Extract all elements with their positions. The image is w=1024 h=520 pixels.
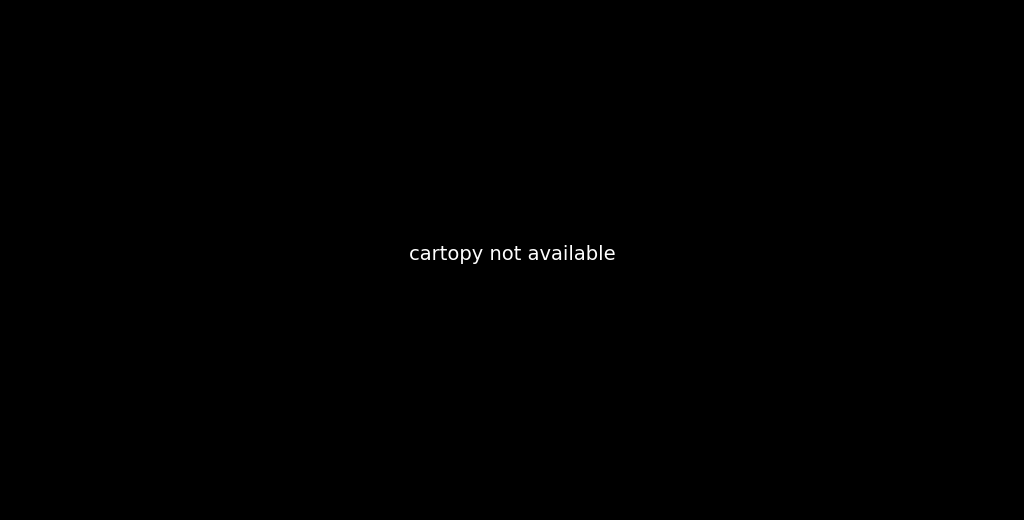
Text: cartopy not available: cartopy not available xyxy=(409,245,615,264)
